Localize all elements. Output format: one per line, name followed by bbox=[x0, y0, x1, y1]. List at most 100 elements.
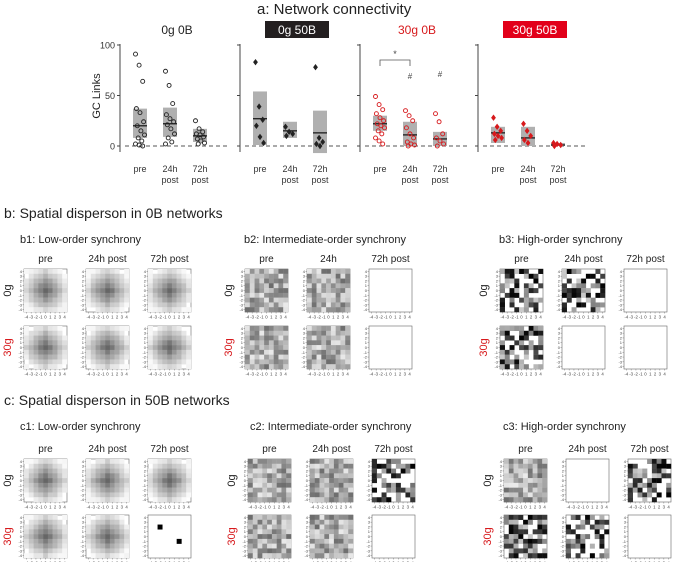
heatmap-cell bbox=[345, 330, 351, 336]
heatmap-x-tick-label: -2 bbox=[572, 372, 576, 377]
heatmap-cell bbox=[171, 364, 177, 370]
heatmap-cell bbox=[171, 278, 177, 284]
heatmap-cell bbox=[538, 340, 544, 346]
heatmap-y-tick-label: 3 bbox=[82, 331, 85, 336]
heatmap-cell bbox=[62, 349, 68, 355]
heatmap-cell bbox=[119, 538, 125, 544]
heatmap-x-tick-label: 2 bbox=[340, 505, 343, 510]
data-point bbox=[491, 114, 496, 121]
heatmap-cell bbox=[637, 487, 643, 493]
heatmap-cell bbox=[176, 283, 182, 289]
heatmap-cell bbox=[642, 497, 648, 503]
heatmap-cell bbox=[513, 538, 519, 544]
heatmap-cell bbox=[542, 553, 548, 559]
heatmap-cell bbox=[38, 297, 44, 303]
heatmap-x-tick-label: 1 bbox=[587, 315, 590, 320]
heatmap-cell bbox=[281, 473, 287, 479]
heatmap-cell bbox=[326, 335, 332, 341]
heatmap-cell bbox=[311, 269, 317, 274]
heatmap-cell bbox=[329, 492, 335, 498]
heatmap-x-tick-label: 3 bbox=[539, 505, 542, 510]
heatmap-cell bbox=[528, 345, 534, 351]
heatmap-cell bbox=[176, 278, 182, 284]
heatmap-cell bbox=[148, 459, 153, 464]
heatmap-cell bbox=[152, 345, 158, 351]
heatmap-x-tick-label: 4 bbox=[125, 315, 128, 320]
heatmap-cell bbox=[119, 283, 125, 289]
data-point bbox=[256, 103, 262, 110]
heatmap-y-tick-label: -2 bbox=[80, 488, 84, 493]
x-tick-label: 24h bbox=[402, 164, 417, 174]
heatmap-x-tick-label: -3 bbox=[629, 372, 633, 377]
heatmap-y-tick-label: 1 bbox=[244, 473, 247, 478]
heatmap-x-tick-label: -4 bbox=[628, 561, 632, 562]
heatmap-cell bbox=[90, 543, 96, 549]
heatmap-cell bbox=[100, 543, 106, 549]
heatmap-cell bbox=[311, 292, 317, 298]
heatmap-cell bbox=[248, 548, 253, 554]
heatmap-y-tick-label: -4 bbox=[301, 364, 305, 369]
heatmap-y-tick-label: -2 bbox=[618, 355, 622, 360]
heatmap-cell bbox=[62, 354, 68, 360]
heatmap-y-tick-label: -4 bbox=[494, 307, 498, 312]
heatmap-cell bbox=[95, 340, 101, 346]
heatmap-cell bbox=[523, 553, 529, 559]
heatmap-x-tick-label: 2 bbox=[658, 505, 661, 510]
heatmap-cell bbox=[329, 519, 335, 525]
heatmap-cell bbox=[324, 468, 330, 474]
heatmap-cell bbox=[340, 269, 346, 274]
heatmap-cell bbox=[171, 359, 177, 365]
heatmap-cell bbox=[52, 302, 58, 308]
heatmap-cell bbox=[576, 297, 582, 303]
heatmap-y-tick-label: -2 bbox=[80, 355, 84, 360]
heatmap-x-tick-label: 3 bbox=[659, 372, 662, 377]
heatmap-cell bbox=[523, 283, 529, 289]
heatmap-cell bbox=[176, 478, 182, 484]
heatmap-x-tick-label: 0 bbox=[168, 315, 171, 320]
heatmap-cell bbox=[376, 473, 382, 479]
heatmap-cell bbox=[381, 492, 387, 498]
heatmap-y-tick-label: 2 bbox=[620, 278, 623, 283]
heatmap-cell bbox=[100, 492, 106, 498]
heatmap-cell bbox=[43, 468, 49, 474]
heatmap-cell bbox=[319, 543, 325, 549]
heatmap-cell bbox=[162, 326, 168, 331]
heatmap-cell bbox=[316, 330, 322, 336]
heatmap-cell bbox=[340, 297, 346, 303]
heatmap-cell bbox=[152, 335, 158, 341]
heatmap-y-tick-label: 3 bbox=[368, 464, 371, 469]
heatmap-cell bbox=[114, 292, 120, 298]
heatmap-cell bbox=[62, 359, 68, 365]
heatmap-y-tick-label: -4 bbox=[618, 364, 622, 369]
heatmap-cell bbox=[311, 364, 317, 370]
heatmap-cell bbox=[504, 283, 510, 289]
heatmap-y-tick-label: -3 bbox=[618, 359, 622, 364]
heatmap-cell bbox=[43, 326, 49, 331]
heatmap-x-tick-label: -2 bbox=[317, 315, 321, 320]
heatmap-cell bbox=[24, 326, 29, 331]
heatmap-cell bbox=[109, 335, 115, 341]
heatmap-cell bbox=[62, 459, 68, 464]
range-bar bbox=[133, 108, 147, 138]
heatmap-cell bbox=[264, 354, 270, 360]
heatmap-x-tick-label: 2 bbox=[658, 561, 661, 562]
heatmap-y-tick-label: -3 bbox=[363, 302, 367, 307]
heatmap-cell bbox=[176, 326, 182, 331]
heatmap-y-tick-label: 3 bbox=[20, 520, 23, 525]
heatmap-cell bbox=[381, 478, 387, 484]
heatmap-cell bbox=[523, 524, 529, 530]
heatmap-cell bbox=[267, 463, 273, 469]
heatmap-cell bbox=[372, 468, 377, 474]
data-point bbox=[133, 106, 139, 112]
heatmap-x-tick-label: 4 bbox=[63, 315, 66, 320]
heatmap-cell bbox=[248, 459, 253, 464]
heatmap-y-tick-label: -2 bbox=[363, 355, 367, 360]
heatmap-cell bbox=[310, 459, 315, 464]
heatmap-cell bbox=[278, 330, 284, 336]
heatmap-cell bbox=[176, 463, 182, 469]
heatmap-cell bbox=[33, 354, 39, 360]
heatmap-cell bbox=[372, 473, 377, 479]
heatmap-cell bbox=[647, 492, 653, 498]
heatmap-y-tick-label: -2 bbox=[498, 544, 502, 549]
